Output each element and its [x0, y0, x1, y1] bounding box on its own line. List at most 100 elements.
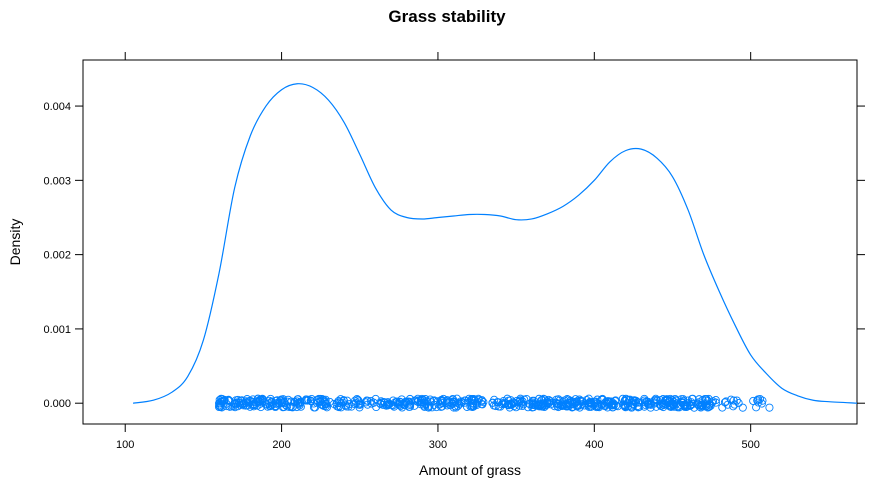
rug-point — [428, 403, 437, 412]
rug-point — [283, 402, 292, 411]
rug-point — [546, 400, 555, 409]
rug-point — [659, 402, 668, 412]
rug-point — [708, 398, 717, 407]
rug-point — [347, 402, 356, 411]
x-axis: 100 200 300 400 500 — [116, 52, 760, 451]
rug-point — [291, 398, 300, 407]
rug-point — [580, 401, 589, 410]
rug-point — [697, 402, 706, 411]
rug-point — [525, 399, 534, 409]
y-tick-label-3: 0.003 — [43, 175, 71, 187]
rug-point — [244, 399, 253, 408]
rug-point — [384, 400, 393, 409]
rug-point — [718, 403, 727, 412]
rug-point — [680, 402, 689, 411]
rug-point — [254, 394, 263, 403]
rug-point — [217, 403, 226, 412]
rug-point — [421, 399, 430, 409]
rug-point — [265, 396, 274, 405]
y-axis: 0.000 0.001 0.002 0.003 0.004 — [43, 101, 865, 410]
rug-point — [687, 398, 696, 407]
rug-point — [318, 395, 327, 404]
rug-point — [220, 395, 229, 404]
rug-point — [749, 396, 758, 406]
y-tick-label-0: 0.000 — [43, 398, 71, 410]
rug-point — [355, 403, 364, 412]
rug-point — [456, 397, 466, 406]
rug-point — [558, 397, 567, 406]
rug-point — [488, 398, 497, 407]
rug-point — [229, 400, 239, 409]
rug-point — [411, 396, 420, 405]
rug-point — [274, 398, 283, 407]
rug-point — [597, 400, 606, 409]
rug-point — [538, 400, 547, 409]
rug-point — [509, 398, 518, 407]
rug-point — [416, 398, 425, 407]
rug-point — [453, 398, 462, 407]
rug-point — [634, 403, 643, 412]
rug-point — [499, 397, 508, 406]
rug-point — [295, 399, 304, 409]
density-curve — [132, 83, 858, 404]
rug-point — [250, 400, 259, 410]
rug-point — [235, 398, 244, 407]
rug-point — [352, 395, 362, 404]
rug-point — [437, 402, 446, 411]
chart-title: Grass stability — [388, 7, 506, 26]
rug-point — [696, 401, 705, 410]
rug-point — [586, 399, 595, 408]
rug-point — [256, 402, 265, 412]
rug-point — [651, 396, 661, 405]
rug-point — [294, 399, 303, 408]
rug-point — [405, 394, 415, 404]
rug-point — [644, 400, 653, 409]
rug-point — [696, 403, 705, 412]
rug-point — [672, 396, 681, 405]
rug-point — [568, 402, 577, 412]
rug-point — [620, 397, 629, 406]
y-axis-label: Density — [7, 219, 23, 266]
rug-point — [363, 400, 372, 409]
rug-point — [688, 394, 697, 403]
x-tick-label-200: 200 — [272, 439, 290, 451]
rug-point — [675, 403, 684, 412]
rug-point — [518, 397, 527, 406]
rug-point — [568, 399, 577, 409]
rug-point — [309, 403, 319, 412]
rug-point — [620, 401, 629, 410]
rug-point — [564, 402, 573, 411]
rug-point — [640, 402, 649, 411]
rug-point — [541, 402, 550, 411]
x-axis-label: Amount of grass — [419, 462, 521, 478]
x-tick-label-500: 500 — [741, 439, 759, 451]
rug-point — [576, 396, 585, 405]
rug-point — [335, 401, 344, 410]
rug-point — [732, 396, 741, 405]
rug-point — [301, 396, 310, 405]
y-tick-label-2: 0.002 — [43, 250, 71, 262]
rug-point — [477, 397, 486, 406]
plot-frame — [82, 59, 858, 425]
rug-point — [609, 399, 618, 408]
rug-point — [333, 399, 342, 408]
rug-point — [765, 403, 774, 412]
rug-point — [518, 401, 527, 411]
rug-point — [572, 397, 582, 406]
rug-point — [757, 399, 766, 408]
rug-point — [396, 398, 405, 407]
rug-point — [410, 401, 419, 410]
rug-point — [448, 399, 457, 408]
rug-point — [701, 402, 710, 411]
rug-points — [215, 394, 774, 412]
rug-point — [237, 396, 246, 405]
rug-point — [516, 394, 525, 403]
rug-point — [584, 394, 593, 403]
rug-point — [618, 394, 627, 403]
rug-point — [280, 397, 289, 406]
rug-point — [679, 398, 688, 407]
rug-point — [320, 398, 329, 407]
rug-point — [363, 396, 372, 405]
rug-point — [729, 402, 738, 411]
